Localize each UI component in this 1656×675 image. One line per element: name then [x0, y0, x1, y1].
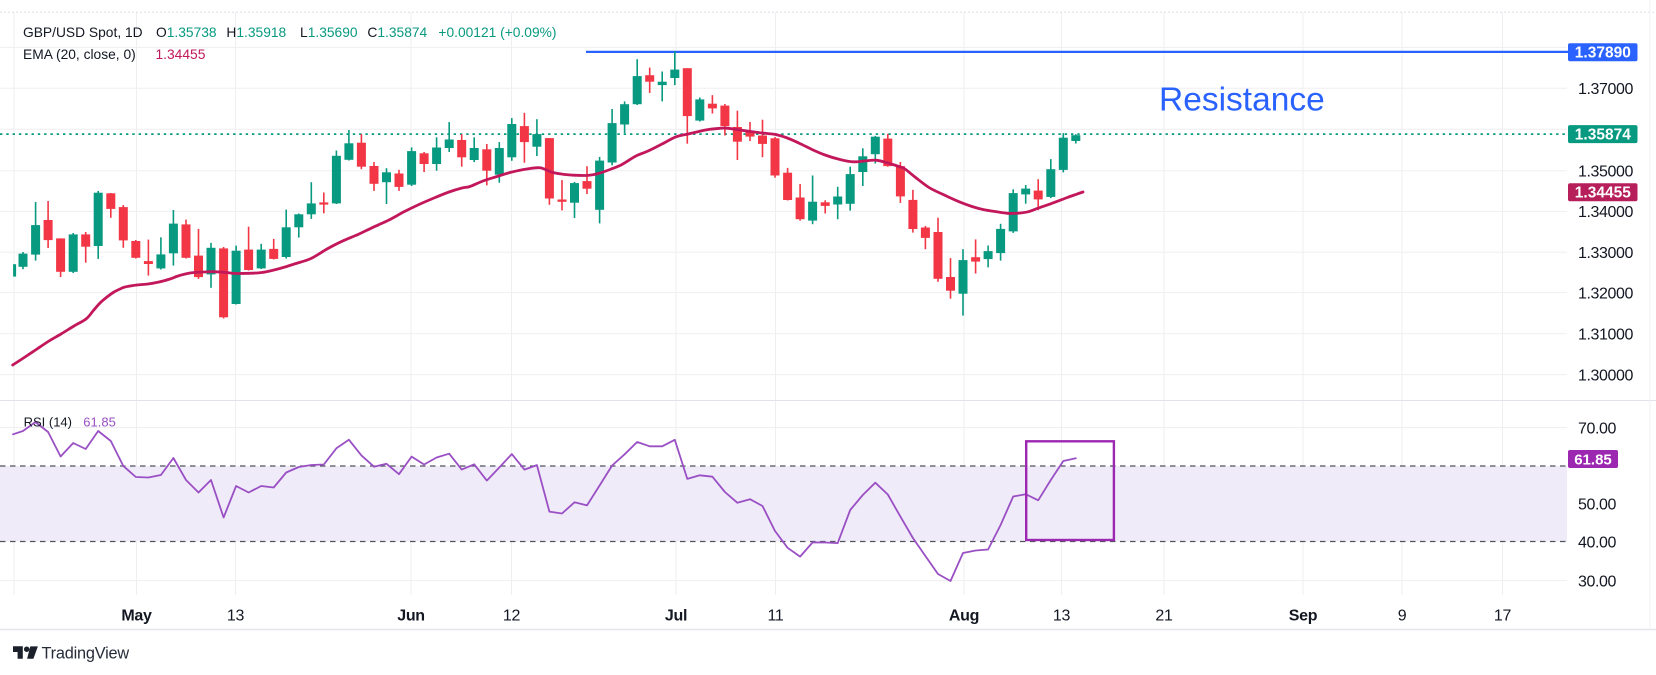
- svg-text:9: 9: [1398, 608, 1407, 625]
- svg-text:1.33000: 1.33000: [1578, 245, 1634, 262]
- svg-text:1.30000: 1.30000: [1578, 367, 1634, 384]
- svg-text:EMA (20, close, 0): EMA (20, close, 0): [23, 47, 136, 62]
- svg-text:1.31000: 1.31000: [1578, 327, 1634, 344]
- svg-text:L1.35690: L1.35690: [300, 25, 358, 40]
- svg-text:50.00: 50.00: [1578, 497, 1617, 514]
- svg-text:+0.00121 (+0.09%): +0.00121 (+0.09%): [438, 25, 556, 40]
- svg-text:Sep: Sep: [1289, 608, 1318, 625]
- svg-text:Resistance: Resistance: [1159, 82, 1325, 119]
- svg-text:1.34455: 1.34455: [156, 47, 206, 62]
- svg-text:Jun: Jun: [397, 608, 425, 625]
- svg-text:1.35874: 1.35874: [1575, 127, 1631, 144]
- svg-text:TradingView: TradingView: [42, 645, 130, 663]
- svg-text:Aug: Aug: [949, 608, 979, 625]
- svg-text:GBP/USD Spot, 1D: GBP/USD Spot, 1D: [23, 25, 143, 40]
- svg-text:12: 12: [503, 608, 521, 625]
- svg-text:13: 13: [1053, 608, 1071, 625]
- svg-text:17: 17: [1494, 608, 1512, 625]
- svg-text:1.34455: 1.34455: [1575, 185, 1631, 202]
- svg-text:H1.35918: H1.35918: [226, 25, 286, 40]
- svg-text:61.85: 61.85: [83, 415, 116, 430]
- svg-text:May: May: [121, 608, 152, 625]
- svg-text:1.37890: 1.37890: [1575, 45, 1631, 62]
- svg-text:11: 11: [767, 608, 783, 625]
- svg-text:1.35000: 1.35000: [1578, 164, 1634, 181]
- svg-text:1.34000: 1.34000: [1578, 204, 1634, 221]
- svg-text:O1.35738: O1.35738: [156, 25, 217, 40]
- svg-text:1.32000: 1.32000: [1578, 285, 1634, 302]
- svg-text:13: 13: [227, 608, 245, 625]
- svg-text:1.37000: 1.37000: [1578, 81, 1634, 98]
- svg-text:RSI (14): RSI (14): [24, 415, 72, 430]
- svg-text:21: 21: [1155, 608, 1173, 625]
- svg-text:70.00: 70.00: [1578, 420, 1617, 437]
- svg-text:40.00: 40.00: [1578, 534, 1617, 551]
- svg-text:C1.35874: C1.35874: [367, 25, 427, 40]
- svg-text:Jul: Jul: [665, 608, 687, 625]
- svg-text:61.85: 61.85: [1574, 452, 1612, 469]
- svg-text:30.00: 30.00: [1578, 573, 1617, 590]
